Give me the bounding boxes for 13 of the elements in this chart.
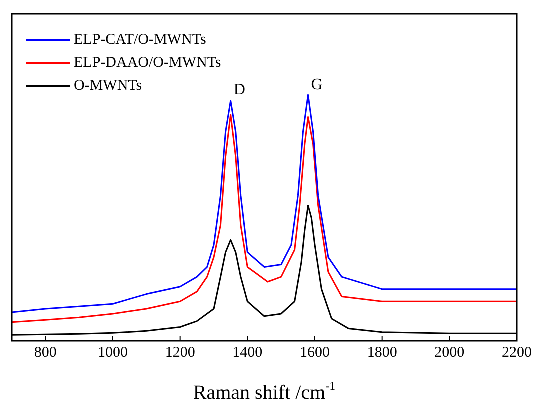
x-tick-label: 1000 [98,344,128,361]
x-tick-label: 2200 [502,344,532,361]
x-tick-label: 800 [34,344,57,361]
x-tick-label: 1800 [367,344,398,361]
x-tick-label: 1200 [165,344,196,361]
x-tick-label: 2000 [434,344,465,361]
annotation: D [234,81,246,98]
legend-label: ELP-DAAO/O-MWNTs [74,54,222,71]
x-tick-label: 1600 [300,344,330,361]
x-tick-label: 1400 [232,344,263,361]
legend-label: ELP-CAT/O-MWNTs [74,32,206,48]
legend-label: O-MWNTs [74,78,142,94]
annotation: G [311,76,324,94]
